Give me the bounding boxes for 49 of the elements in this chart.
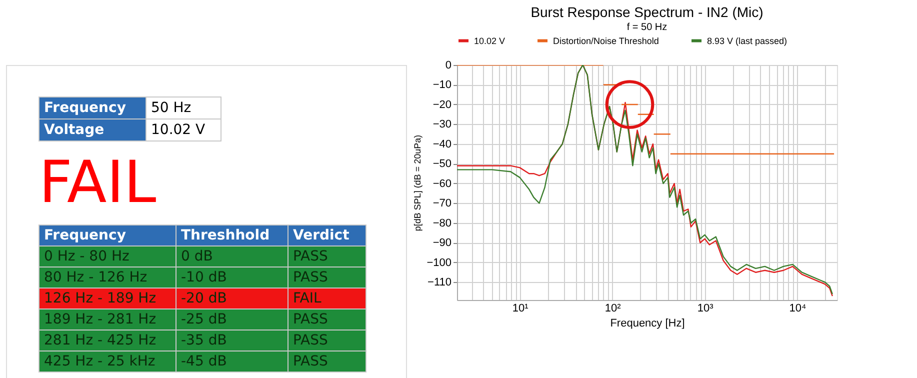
y-tick-label: −40 (432, 138, 452, 150)
y-tick-label: −110 (428, 276, 452, 289)
x-tick-label: 10¹ (512, 302, 529, 314)
legend-label: Distortion/Noise Threshold (553, 36, 659, 46)
y-tick-label: −20 (432, 98, 452, 111)
y-tick-label: 0 (445, 60, 452, 72)
x-axis-title: Frequency [Hz] (610, 318, 685, 330)
text: 10.02 V (151, 122, 206, 138)
text: PASS (293, 270, 328, 286)
text: Threshhold (181, 228, 270, 244)
text: Frequency (44, 228, 126, 244)
y-tick-label: −80 (432, 217, 452, 230)
legend-label: 10.02 V (474, 36, 506, 46)
legend-label: 8.93 V (last passed) (707, 36, 788, 46)
y-tick-label: −90 (432, 237, 452, 250)
text: 126 Hz - 189 Hz (44, 290, 156, 306)
text: -10 dB (181, 270, 227, 286)
x-tick-label: 10⁴ (789, 302, 807, 314)
text: FAIL (293, 290, 322, 306)
text: -45 dB (181, 354, 227, 370)
text: PASS (293, 312, 328, 328)
chart-title: Burst Response Spectrum - IN2 (Mic) (530, 4, 764, 20)
text: 50 Hz (151, 100, 192, 116)
x-tick-label: 10³ (697, 302, 714, 314)
text: 80 Hz - 126 Hz (44, 270, 148, 286)
text: FAIL (39, 148, 156, 216)
y-tick-label: −10 (432, 79, 452, 92)
text: -25 dB (181, 312, 227, 328)
text: PASS (293, 332, 328, 348)
text: PASS (293, 248, 328, 264)
text: 0 Hz - 80 Hz (44, 248, 130, 264)
text: 0 dB (181, 248, 213, 264)
y-tick-label: −60 (432, 178, 452, 190)
text: 281 Hz - 425 Hz (44, 332, 156, 348)
text: Frequency (44, 100, 126, 116)
y-tick-label: −100 (426, 256, 452, 269)
y-tick-label: −30 (432, 118, 452, 131)
text: 189 Hz - 281 Hz (44, 312, 156, 328)
text: Voltage (44, 122, 104, 138)
chart-subtitle: f = 50 Hz (626, 22, 668, 33)
text: -20 dB (181, 290, 227, 306)
x-tick-label: 10² (604, 302, 622, 314)
text: PASS (293, 354, 328, 370)
text: -35 dB (181, 332, 227, 348)
y-tick-label: −50 (432, 158, 452, 170)
text: Verdict (293, 228, 350, 244)
y-tick-label: −70 (432, 198, 452, 210)
y-axis-title: p[dB SPL] (dB = 20uPa) (412, 134, 423, 232)
text: 425 Hz - 25 kHz (44, 354, 156, 370)
